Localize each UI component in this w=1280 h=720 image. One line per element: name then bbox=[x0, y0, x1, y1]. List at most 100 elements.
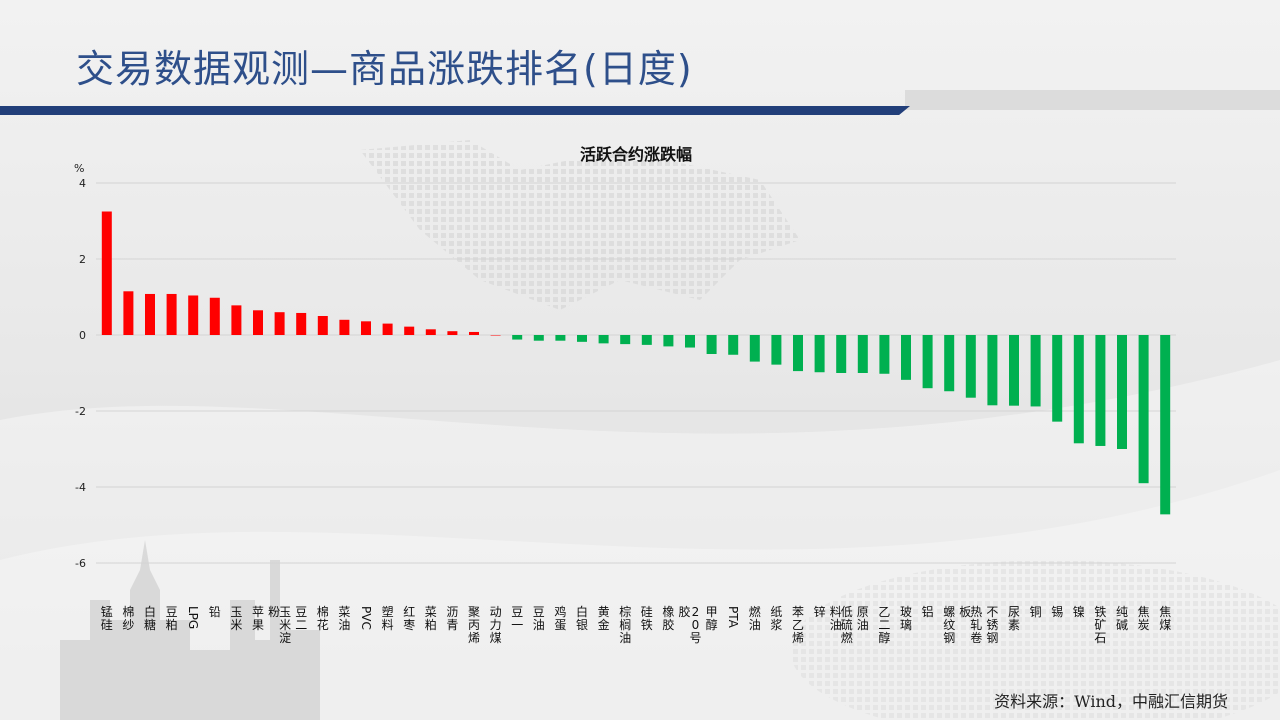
category-label: 铅 bbox=[209, 605, 221, 619]
category-labels: 锰硅棉纱白糖豆粕 LPG 铅玉米苹果玉米淀粉 豆二棉花菜油 PVC 塑料红枣菜粕沥青聚丙烯… bbox=[101, 604, 1171, 645]
category-label: 玻璃 bbox=[900, 605, 912, 632]
bar bbox=[901, 335, 911, 380]
y-tick-label: -6 bbox=[75, 557, 86, 570]
bar bbox=[1009, 335, 1019, 406]
bar bbox=[1073, 335, 1084, 444]
bar bbox=[101, 211, 112, 335]
category-label: LPG bbox=[186, 606, 200, 629]
category-label: 锌 bbox=[814, 605, 826, 619]
y-tick-label: -2 bbox=[75, 405, 86, 418]
y-tick-label: -4 bbox=[75, 481, 86, 494]
category-label: 豆油 bbox=[533, 605, 545, 632]
category-label: 铜 bbox=[1030, 604, 1042, 619]
bar bbox=[555, 335, 566, 341]
bar bbox=[577, 335, 587, 342]
gridlines bbox=[96, 182, 1176, 564]
category-label: 菜油 bbox=[338, 605, 350, 632]
bar bbox=[857, 335, 868, 373]
bar bbox=[965, 335, 976, 398]
category-label: 镍 bbox=[1073, 605, 1085, 619]
bar bbox=[598, 335, 609, 344]
category-label: 玉米 bbox=[230, 605, 242, 632]
bars bbox=[101, 211, 1171, 515]
category-label: 不锈钢 bbox=[986, 605, 998, 645]
source-note: 资料来源：Wind，中融汇信期货 bbox=[994, 692, 1228, 711]
bar bbox=[814, 335, 825, 373]
bar bbox=[425, 329, 436, 335]
bar bbox=[879, 335, 890, 374]
bar bbox=[620, 335, 631, 345]
bar bbox=[987, 335, 998, 406]
bar bbox=[533, 335, 544, 341]
bar bbox=[317, 316, 328, 335]
bar bbox=[209, 297, 220, 335]
bar bbox=[382, 323, 393, 335]
bar bbox=[1052, 335, 1063, 422]
category-label: 苯乙烯 bbox=[792, 605, 804, 645]
bar bbox=[922, 335, 933, 389]
bar bbox=[836, 335, 847, 373]
category-label: 热轧卷板 bbox=[959, 605, 982, 645]
category-label: 焦炭 bbox=[1138, 605, 1150, 632]
bar bbox=[274, 312, 285, 335]
bar bbox=[944, 335, 955, 392]
category-label: 动力煤 bbox=[490, 605, 502, 645]
y-tick-label: 4 bbox=[79, 177, 86, 190]
category-label: 棕榈油 bbox=[619, 604, 631, 645]
bar bbox=[339, 319, 350, 335]
category-label: 橡胶 bbox=[662, 605, 674, 632]
title-underline-bar bbox=[0, 106, 910, 115]
category-label: 白糖 bbox=[144, 604, 156, 632]
category-label: 塑料 bbox=[382, 604, 394, 632]
category-label: 低硫燃料油 bbox=[830, 605, 853, 645]
bar bbox=[663, 335, 674, 347]
category-label: PTA bbox=[726, 606, 740, 629]
category-label: 豆二 bbox=[295, 605, 307, 632]
category-label: 玉米淀粉 bbox=[268, 605, 291, 645]
bar bbox=[188, 295, 199, 335]
page-title: 交易数据观测—商品涨跌排名(日度) bbox=[76, 47, 693, 91]
category-label: 螺纹钢 bbox=[943, 605, 955, 645]
category-label: 苹果 bbox=[252, 605, 264, 632]
y-axis-unit: % bbox=[74, 162, 84, 175]
category-label: 菜粕 bbox=[425, 605, 437, 632]
bar bbox=[1030, 335, 1041, 407]
bar bbox=[706, 335, 717, 354]
category-label: 铁矿石 bbox=[1094, 605, 1106, 645]
bar bbox=[145, 293, 155, 335]
bar bbox=[490, 335, 501, 336]
category-label: 豆粕 bbox=[166, 605, 178, 632]
bar bbox=[231, 305, 242, 335]
category-label: 红枣 bbox=[403, 604, 415, 632]
category-label: 铝 bbox=[922, 604, 934, 619]
bar bbox=[685, 335, 695, 348]
category-label: 乙二醇 bbox=[878, 605, 890, 645]
bar bbox=[1095, 335, 1106, 446]
bar bbox=[771, 335, 782, 365]
bar bbox=[404, 326, 415, 335]
category-label: 白银 bbox=[576, 604, 588, 632]
category-label: 锡 bbox=[1051, 604, 1063, 619]
bar bbox=[793, 335, 803, 372]
y-axis-ticks: 4 2 0 -2 -4 -6 bbox=[75, 177, 86, 570]
category-label: 硅铁 bbox=[641, 605, 653, 632]
bar bbox=[512, 335, 523, 340]
category-label: 棉花 bbox=[317, 605, 329, 632]
bar bbox=[361, 321, 371, 335]
category-label: PVC bbox=[359, 606, 373, 630]
bar bbox=[253, 310, 263, 335]
chart-title: 活跃合约涨跌幅 bbox=[580, 145, 692, 164]
category-label: 鸡蛋 bbox=[554, 604, 566, 632]
category-label: 纯碱 bbox=[1116, 605, 1128, 632]
category-label: 纸浆 bbox=[770, 605, 782, 632]
bar bbox=[296, 312, 307, 335]
bar bbox=[749, 335, 760, 362]
bar bbox=[1138, 335, 1149, 484]
category-label: 燃油 bbox=[749, 604, 761, 632]
category-label: 甲醇 bbox=[706, 605, 718, 632]
bar bbox=[166, 293, 177, 335]
category-label: 黄金 bbox=[598, 605, 610, 632]
category-label: 沥青 bbox=[446, 605, 458, 632]
bar bbox=[123, 291, 134, 335]
